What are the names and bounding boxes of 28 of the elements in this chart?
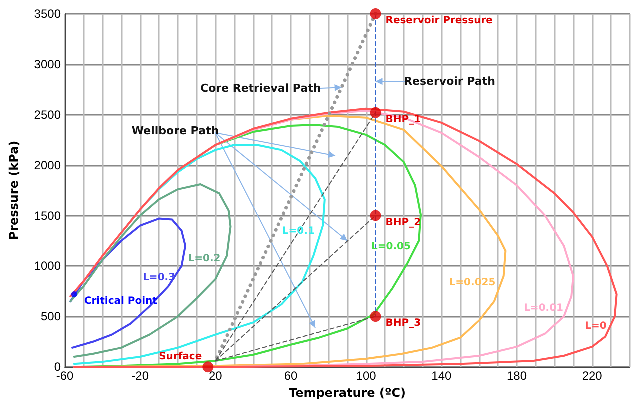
series-label: L=0.1 xyxy=(282,226,315,238)
annotation: Reservoir Pressure xyxy=(386,16,494,26)
series-label: L=0.2 xyxy=(188,253,221,264)
annotation: Surface xyxy=(159,352,202,363)
y-axis-title: Pressure (kPa) xyxy=(7,140,21,240)
y-tick-label: 1000 xyxy=(34,259,62,274)
series-label: L=0.025 xyxy=(449,278,496,289)
y-tick-label: 0 xyxy=(54,360,62,374)
annotation: BHP_1 xyxy=(386,114,422,126)
y-tick-label: 2500 xyxy=(34,108,62,122)
x-tick-label: 220 xyxy=(582,369,603,384)
x-tick-label: -20 xyxy=(132,369,150,384)
annotation: Reservoir Path xyxy=(404,75,496,88)
x-tick-label: 140 xyxy=(432,369,452,384)
x-axis-title: Temperature (ºC) xyxy=(288,386,406,400)
y-tick-label: 3000 xyxy=(34,57,62,72)
y-tick-label: 3500 xyxy=(34,7,62,21)
y-tick-label: 500 xyxy=(40,310,62,324)
x-tick-label: 20 xyxy=(208,369,223,384)
annotation: BHP_3 xyxy=(386,318,422,330)
y-tick-label: 2000 xyxy=(34,158,62,172)
annotation: Wellbore Path xyxy=(132,124,220,138)
x-tick-label: 100 xyxy=(356,369,377,384)
x-tick-label: 60 xyxy=(284,369,298,384)
x-tick-label: 180 xyxy=(506,369,528,384)
series-label: L=0 xyxy=(585,320,607,332)
y-tick-label: 1500 xyxy=(34,208,62,223)
annotation: Core Retrieval Path xyxy=(200,82,322,96)
